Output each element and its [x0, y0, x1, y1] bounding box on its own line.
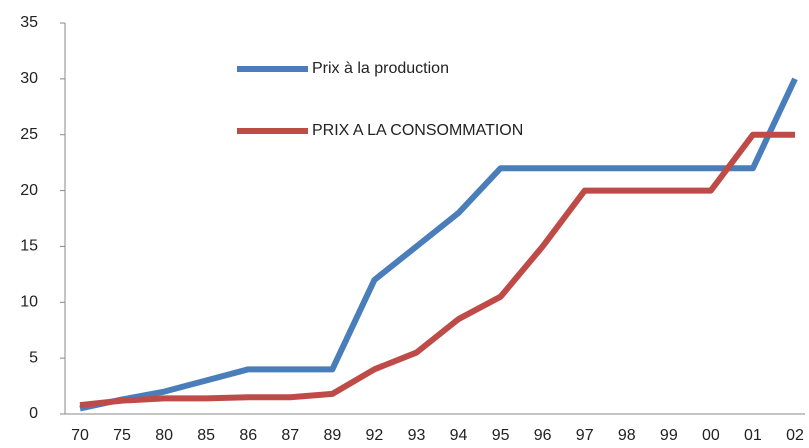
series-line [79, 77, 798, 412]
x-tick-label: 93 [408, 427, 426, 443]
x-tick-label: 85 [197, 427, 215, 443]
x-tick-label: 02 [786, 427, 804, 443]
legend-label: Prix à la production [312, 60, 449, 77]
x-tick-label: 95 [492, 427, 510, 443]
x-tick-label: 97 [576, 427, 594, 443]
y-tick-label: 30 [20, 70, 38, 87]
x-tick-label: 87 [281, 427, 299, 443]
y-tick-label: 20 [20, 182, 38, 199]
x-tick-label: 92 [366, 427, 384, 443]
x-tick-label: 70 [71, 427, 89, 443]
x-tick-label: 96 [534, 427, 552, 443]
x-tick-label: 89 [323, 427, 341, 443]
y-tick-label: 0 [29, 405, 38, 422]
x-tick-label: 86 [239, 427, 257, 443]
x-tick-label: 99 [660, 427, 678, 443]
series-line [79, 131, 795, 409]
x-tick-label: 80 [155, 427, 173, 443]
legend-label: PRIX A LA CONSOMMATION [312, 122, 523, 139]
y-tick-label: 25 [20, 126, 38, 143]
y-tick-label: 15 [20, 238, 38, 255]
x-tick-label: 01 [744, 427, 762, 443]
y-tick-label: 10 [20, 294, 38, 311]
y-tick-label: 5 [29, 349, 38, 366]
y-tick-label: 35 [20, 14, 38, 31]
x-tick-label: 00 [702, 427, 720, 443]
x-tick-label: 94 [450, 427, 468, 443]
x-tick-label: 98 [618, 427, 636, 443]
x-tick-label: 75 [113, 427, 131, 443]
